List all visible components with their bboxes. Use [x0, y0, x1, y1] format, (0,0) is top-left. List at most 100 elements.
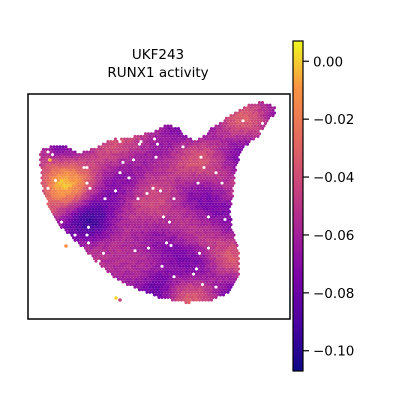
spot	[219, 174, 222, 177]
spot	[213, 278, 216, 281]
spot	[142, 171, 145, 174]
spot	[69, 148, 72, 151]
spot	[207, 267, 210, 270]
spot	[201, 247, 204, 250]
spot	[264, 111, 267, 114]
spot	[186, 137, 189, 140]
spot	[117, 267, 120, 270]
spot	[220, 145, 223, 148]
spot	[210, 226, 213, 229]
spot	[151, 239, 154, 242]
spot	[214, 254, 217, 257]
spot	[142, 254, 145, 257]
spot	[126, 247, 129, 250]
spot	[79, 223, 82, 226]
spot	[228, 226, 231, 229]
spot	[184, 182, 187, 185]
spot	[42, 153, 45, 156]
spot	[142, 270, 145, 273]
spot	[130, 254, 133, 257]
spot	[99, 262, 102, 265]
spot	[171, 215, 174, 218]
spot	[127, 265, 130, 268]
spot	[225, 247, 228, 250]
spot	[222, 231, 225, 234]
spot	[175, 150, 178, 153]
spot	[139, 156, 142, 159]
spot	[241, 114, 244, 117]
spot	[69, 158, 72, 161]
spot	[139, 192, 142, 195]
spot	[64, 218, 67, 221]
spot	[216, 231, 219, 234]
spot	[114, 262, 117, 265]
spot	[165, 262, 168, 265]
spot	[115, 228, 118, 231]
spot	[204, 137, 207, 140]
spot	[91, 161, 94, 164]
spot	[201, 226, 204, 229]
spot	[204, 184, 207, 187]
spot	[117, 205, 120, 208]
spot	[105, 262, 108, 265]
spot	[192, 143, 195, 146]
spot	[226, 166, 229, 169]
spot	[100, 182, 103, 185]
spot	[60, 200, 63, 203]
spot	[52, 171, 55, 174]
spot	[216, 226, 219, 229]
spot	[135, 283, 138, 286]
spot	[121, 275, 124, 278]
spot	[229, 161, 232, 164]
spot	[58, 161, 61, 164]
spot	[151, 166, 154, 169]
spot	[163, 296, 166, 299]
spot	[169, 218, 172, 221]
spot	[154, 286, 157, 289]
spot	[217, 213, 220, 216]
spot	[187, 145, 190, 148]
spot	[190, 275, 193, 278]
spot	[252, 111, 255, 114]
spot	[241, 124, 244, 127]
spot	[201, 158, 204, 161]
spot	[136, 265, 139, 268]
spot	[145, 286, 148, 289]
spot	[121, 202, 124, 205]
spot	[150, 262, 153, 265]
spot	[231, 236, 234, 239]
spot	[133, 275, 136, 278]
spot	[70, 150, 73, 153]
spot	[231, 283, 234, 286]
spot	[121, 244, 124, 247]
spot	[45, 153, 48, 156]
spot	[79, 239, 82, 242]
spot	[54, 148, 57, 151]
spot	[232, 166, 235, 169]
spot	[100, 249, 103, 252]
spot	[177, 257, 180, 260]
spot	[214, 260, 217, 263]
spot	[184, 192, 187, 195]
spot	[208, 254, 211, 257]
spot	[214, 275, 217, 278]
spot	[213, 210, 216, 213]
spot	[199, 223, 202, 226]
spot	[102, 158, 105, 161]
spot	[217, 275, 220, 278]
spot	[55, 187, 58, 190]
spot	[207, 169, 210, 172]
spot	[211, 135, 214, 138]
spot	[48, 184, 51, 187]
spot	[255, 127, 258, 130]
spot	[163, 223, 166, 226]
spot	[138, 179, 141, 182]
spot	[127, 187, 130, 190]
spot	[213, 215, 216, 218]
spot	[127, 239, 130, 242]
spot	[63, 148, 66, 151]
spot	[219, 137, 222, 140]
spot	[88, 234, 91, 237]
spot	[162, 283, 165, 286]
spot	[85, 239, 88, 242]
